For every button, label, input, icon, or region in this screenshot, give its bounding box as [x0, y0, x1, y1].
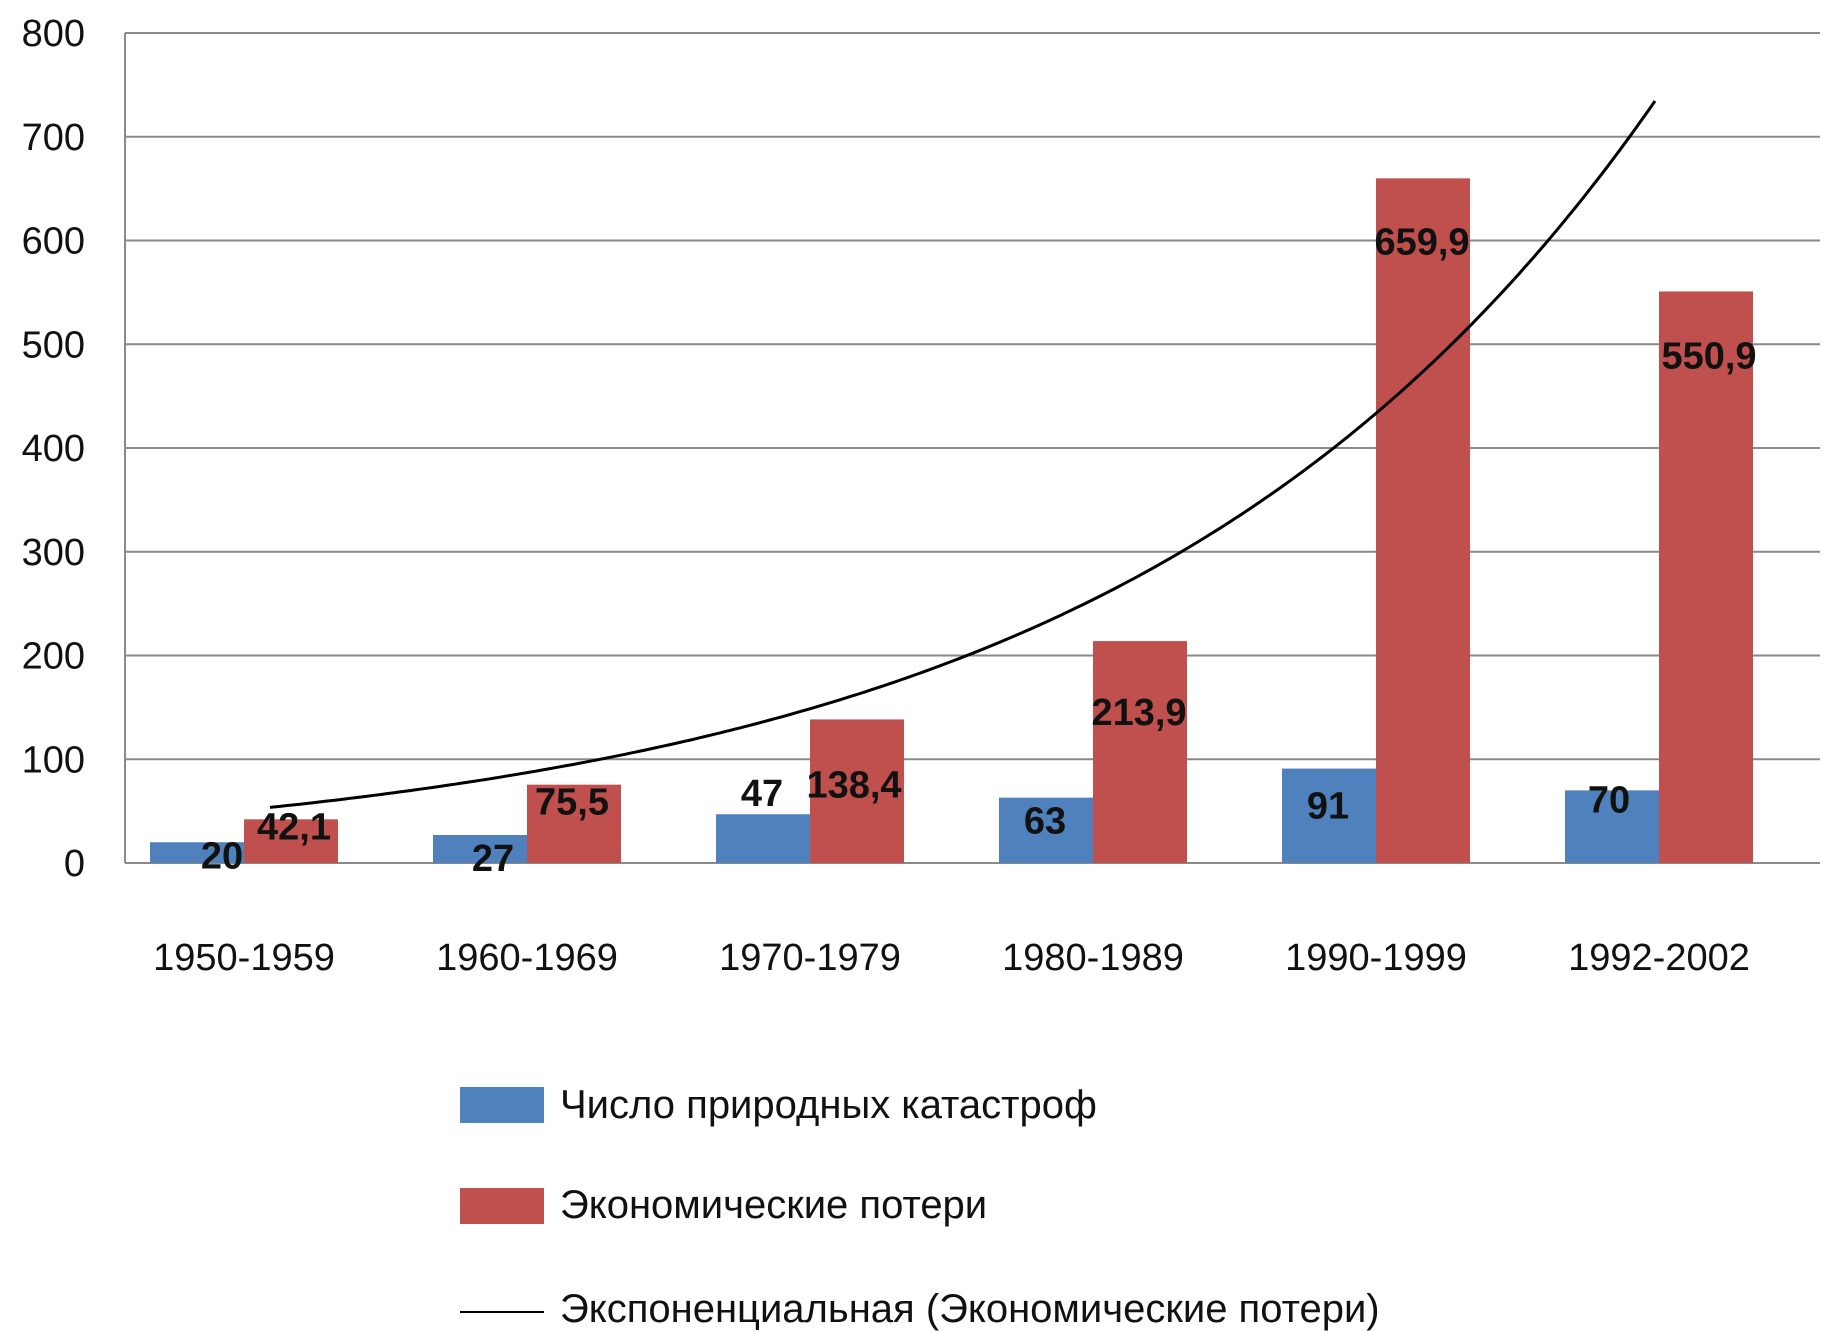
y-tick-label: 0 [64, 843, 85, 885]
bar-disasters [150, 842, 244, 863]
data-label-disasters: 27 [472, 838, 514, 880]
y-tick-label: 600 [22, 221, 85, 263]
y-tick-label: 800 [22, 13, 85, 55]
data-label-disasters: 63 [1024, 801, 1066, 843]
x-tick-label: 1970-1979 [719, 937, 901, 979]
x-tick-label: 1980-1989 [1002, 937, 1184, 979]
data-label-disasters: 70 [1588, 779, 1630, 821]
data-label-losses: 75,5 [535, 782, 609, 824]
y-tick-label: 300 [22, 532, 85, 574]
x-tick-label: 1960-1969 [436, 937, 618, 979]
data-label-losses: 138,4 [806, 764, 901, 806]
legend-label-disasters: Число природных катастроф [560, 1083, 1097, 1127]
x-tick-label: 1990-1999 [1285, 937, 1467, 979]
bar-losses [810, 719, 904, 863]
data-label-disasters: 47 [741, 773, 783, 815]
legend-swatch-losses [460, 1188, 544, 1224]
data-label-disasters: 20 [201, 835, 243, 877]
legend-label-trendline: Экспоненциальная (Экономические потери) [560, 1287, 1380, 1331]
y-tick-label: 500 [22, 324, 85, 366]
bar-disasters [1565, 790, 1659, 863]
bar-losses [244, 819, 338, 863]
bar-disasters [433, 834, 527, 863]
bar-losses [527, 784, 621, 863]
y-tick-label: 200 [22, 636, 85, 678]
x-tick-label: 1950-1959 [153, 937, 335, 979]
legend-label-losses: Экономические потери [560, 1183, 987, 1227]
bar-disasters [999, 797, 1093, 863]
bar-losses [1093, 641, 1187, 863]
bar-losses [1376, 178, 1470, 863]
bar-losses [1659, 291, 1753, 863]
data-label-losses: 550,9 [1661, 335, 1756, 377]
x-tick-label: 1992-2002 [1568, 937, 1750, 979]
legend-swatch-disasters [460, 1087, 544, 1123]
y-axis: 0 100 200 300 400 500 600 700 800 [22, 13, 126, 885]
legend: Число природных катастроф Экономические … [460, 1083, 1380, 1331]
data-label-losses: 213,9 [1091, 692, 1186, 734]
bar-disasters [716, 814, 810, 863]
x-axis: 1950-1959 1960-1969 1970-1979 1980-1989 1990… [153, 937, 1750, 979]
y-tick-label: 100 [22, 739, 85, 781]
data-label-losses: 659,9 [1374, 221, 1469, 263]
trendline [269, 100, 1657, 809]
data-label-disasters: 91 [1307, 786, 1349, 828]
trendline-path [269, 100, 1657, 809]
bar-disasters [1282, 768, 1376, 863]
data-labels: 20 42,1 27 75,5 47 138,4 63 213,9 91 659,9 70 550,9 [201, 221, 1757, 880]
y-tick-label: 400 [22, 428, 85, 470]
data-label-losses: 42,1 [257, 806, 331, 848]
gridlines [125, 32, 1820, 864]
y-tick-label: 700 [22, 117, 85, 159]
bars [150, 178, 1753, 863]
